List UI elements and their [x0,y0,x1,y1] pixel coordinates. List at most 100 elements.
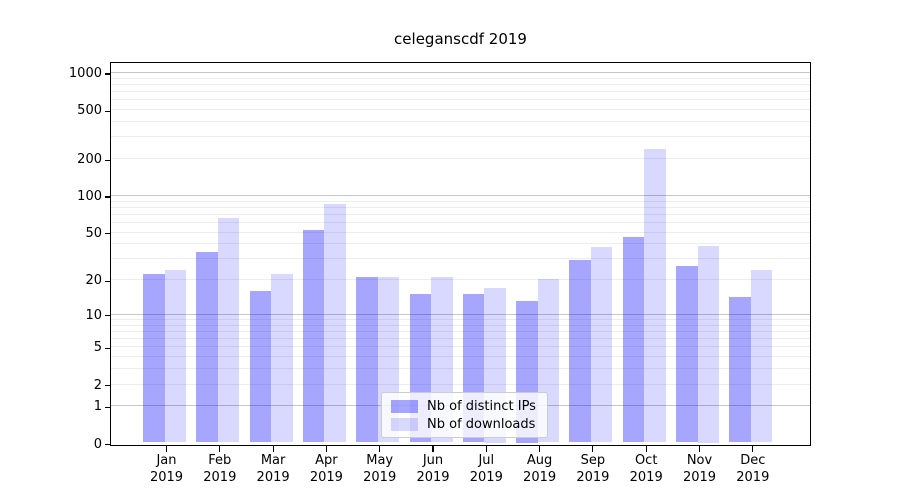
y-tick-mark [104,385,111,387]
bar-distinct-ips [143,274,165,443]
y-tick-mark [104,280,111,282]
gridline-major [111,195,810,196]
gridline-minor [111,109,810,111]
x-tick-label: Dec 2019 [718,452,788,486]
gridline-minor [111,91,810,93]
gridline-minor [111,77,810,79]
y-tick-label: 50 [85,225,102,241]
bar-distinct-ips [302,229,325,443]
gridline-minor [111,121,810,123]
bar-downloads [217,217,240,443]
x-tick-mark [592,446,594,452]
x-tick-mark [379,446,381,452]
gridline-minor [111,346,810,348]
x-tick-label-line: 2019 [363,470,397,485]
gridline-major [111,313,810,315]
y-tick-label: 0 [93,436,102,452]
x-tick-label-line: 2019 [736,470,770,485]
x-tick-label: Jul 2019 [451,452,521,486]
y-tick-mark [104,196,111,198]
y-tick-mark [104,110,111,112]
bar-downloads [164,269,186,443]
x-tick-label: Oct 2019 [611,452,681,486]
bar-downloads [644,148,666,443]
x-tick-label-line: 2019 [149,470,184,485]
y-tick-label: 1000 [68,66,102,81]
gridline-minor [111,319,810,320]
x-tick-mark [325,446,327,452]
x-tick-mark [432,446,434,452]
y-tick-mark [104,315,111,317]
x-tick-label-line: Jun [422,453,444,468]
x-tick-label-line: Nov [686,453,713,468]
x-tick-mark [698,446,701,452]
bar-distinct-ips [249,290,272,443]
legend-item-distinct-ips: Nb of distinct IPs [391,399,538,414]
x-tick-label-line: 2019 [203,470,237,485]
x-tick-mark [645,446,647,452]
bar-downloads [697,246,719,443]
bar-downloads [271,274,293,443]
y-tick-mark [104,159,111,161]
chart-title: celeganscdf 2019 [394,30,527,48]
x-tick-label-line: 2019 [469,470,503,485]
x-tick-label-line: Apr [315,453,338,468]
gridline-minor [111,200,810,202]
x-tick-mark [539,446,541,452]
x-tick-label-line: 2019 [576,470,610,485]
x-tick-label-line: May [366,453,394,468]
gridline-minor [111,279,810,281]
x-tick-label-line: Sep [580,453,606,468]
x-tick-label-line: Dec [740,453,766,468]
y-tick-mark [104,347,111,349]
x-tick-label-line: 2019 [523,470,557,485]
gridline-minor [111,258,810,260]
y-tick-label: 500 [77,103,102,119]
x-tick-label: Sep 2019 [558,452,628,486]
x-tick-label: May 2019 [345,452,415,486]
gridline-minor [111,99,810,101]
gridline-minor [111,383,810,385]
x-tick-label: Jun 2019 [398,452,468,486]
y-tick-mark [104,233,111,235]
x-tick-label-line: Mar [260,453,286,468]
gridline-minor [111,231,810,233]
bar-distinct-ips [196,251,218,443]
x-tick-label-line: 2019 [416,470,450,485]
bar-distinct-ips [729,297,751,443]
plot-area [110,62,811,446]
legend: Nb of distinct IPs Nb of downloads [381,392,548,438]
x-tick-mark [485,446,487,452]
gridline-minor [111,206,810,208]
gridline-minor [111,136,810,138]
y-tick-label: 5 [93,340,102,356]
x-tick-label: Apr 2019 [291,452,361,486]
y-tick-label: 200 [77,152,102,168]
x-tick-label-line: Aug [526,453,553,468]
y-tick-mark [104,443,111,446]
gridline-minor [111,331,810,332]
x-tick-label-line: 2019 [309,470,343,485]
y-tick-label: 10 [85,307,102,323]
gridline-minor [111,368,810,370]
x-tick-mark [752,446,754,452]
bar-distinct-ips [356,276,378,443]
x-tick-label-line: 2019 [256,470,290,485]
bar-distinct-ips [676,265,698,443]
bar-downloads [590,247,613,443]
y-tick-mark [104,73,111,75]
gridline-minor [111,324,810,326]
gridline-minor [111,84,810,85]
x-tick-label: Jan 2019 [132,452,202,486]
gridline-minor [111,222,810,223]
legend-label-downloads: Nb of downloads [427,416,536,432]
gridline-minor [111,338,810,340]
x-tick-label: Feb 2019 [185,452,255,486]
gridline-minor [111,243,810,245]
bar-distinct-ips [622,237,645,443]
gridline-minor [111,213,810,215]
x-tick-label-line: Jan [156,453,177,468]
y-tick-label: 1 [93,399,102,415]
x-tick-label: Aug 2019 [505,452,575,486]
